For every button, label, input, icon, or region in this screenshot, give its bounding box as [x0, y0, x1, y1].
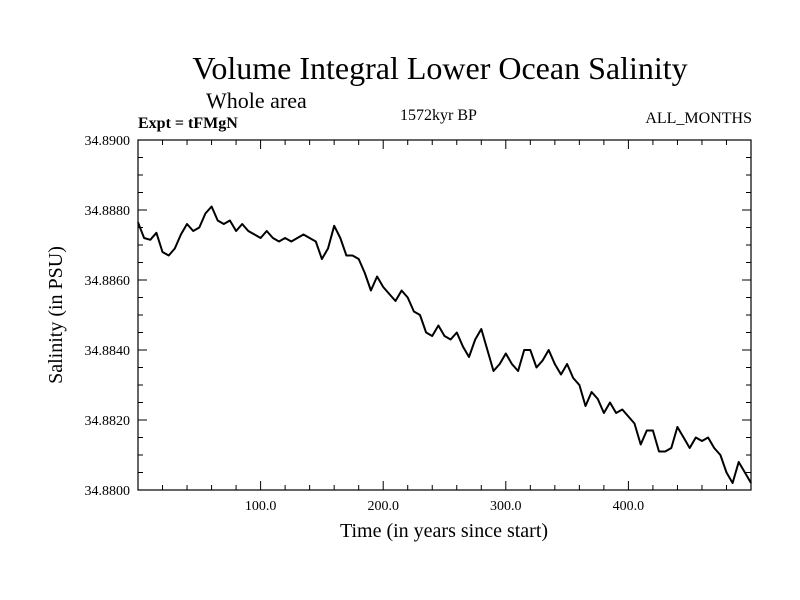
y-tick-label: 34.8840 — [85, 344, 131, 359]
x-tick-label: 300.0 — [490, 499, 522, 514]
period-label: 1572kyr BP — [400, 107, 477, 124]
salinity-series-line — [137, 205, 752, 484]
plot-frame — [137, 139, 752, 491]
x-tick-label: 400.0 — [613, 499, 645, 514]
chart-title: Volume Integral Lower Ocean Salinity — [192, 50, 688, 86]
x-tick-label: 200.0 — [367, 499, 399, 514]
y-axis-label: Salinity (in PSU) — [45, 246, 67, 384]
y-axis: 34.8800 34.8820 34.8840 34.8860 34.8880 34.89… — [85, 134, 751, 499]
x-axis-label: Time (in years since start) — [340, 520, 548, 542]
chart-subtitle: Whole area — [206, 88, 307, 113]
y-tick-label: 34.8860 — [85, 274, 131, 289]
y-tick-label: 34.8900 — [85, 134, 131, 149]
y-tick-label: 34.8820 — [85, 414, 131, 429]
x-axis: 100.0 200.0 300.0 400.0 — [162, 140, 727, 514]
y-tick-label: 34.8880 — [85, 204, 131, 219]
experiment-label: Expt = tFMgN — [138, 115, 238, 132]
y-tick-label: 34.8800 — [85, 484, 131, 499]
months-label: ALL_MONTHS — [645, 110, 752, 127]
x-tick-label: 100.0 — [245, 499, 277, 514]
